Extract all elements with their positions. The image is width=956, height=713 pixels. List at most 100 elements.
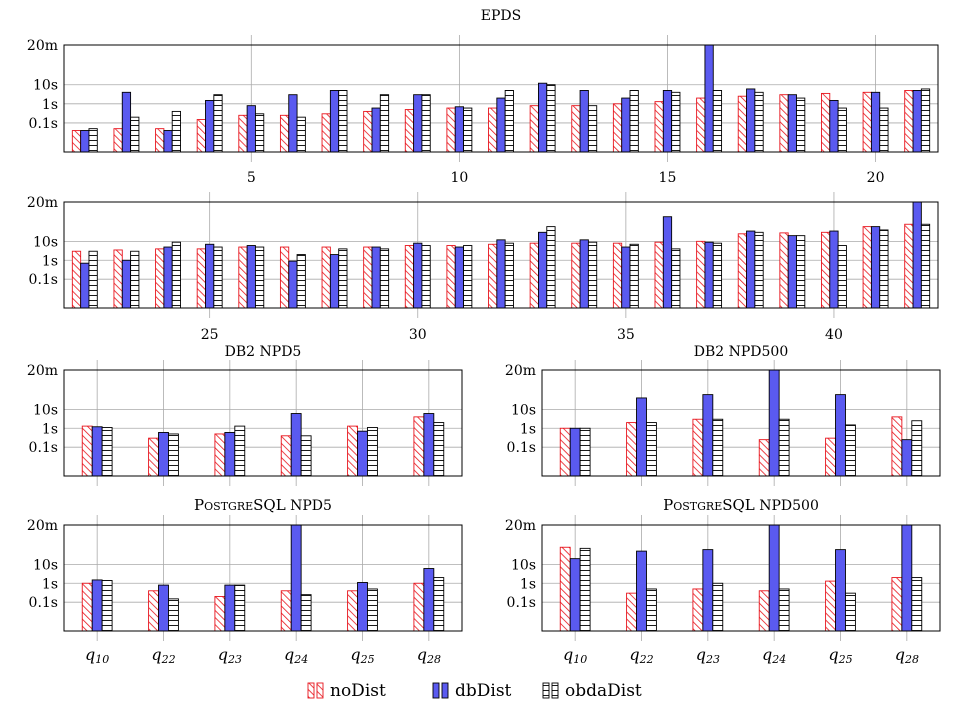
bar-noDist	[626, 422, 637, 477]
bar-dbDist	[870, 226, 881, 309]
bar-noDist	[737, 95, 748, 153]
bar-dbDist	[121, 91, 132, 153]
bar-noDist	[214, 433, 226, 477]
bar-noDist	[654, 241, 664, 309]
bar-obdaDist	[338, 248, 348, 309]
bar-dbDist	[636, 397, 647, 477]
bar-noDist	[758, 590, 770, 632]
bar-noDist	[696, 240, 706, 309]
x-tick-label: q24	[762, 645, 786, 666]
bar-dbDist	[158, 432, 169, 477]
bar-noDist	[155, 128, 165, 153]
y-tick-label: 0.1s	[29, 116, 58, 132]
bar-obdaDist	[463, 107, 473, 153]
bar-noDist	[692, 418, 704, 477]
chart-title: POSTGRESQL NPD5	[194, 496, 332, 514]
chart-panel-epds-a: EPDS 0.1s 1s 10s 20m 5 10 15 20	[27, 8, 939, 186]
bar-noDist	[321, 246, 331, 309]
bar-dbDist	[787, 94, 797, 153]
y-tick-label: 20m	[505, 363, 536, 379]
bar-noDist	[363, 110, 373, 153]
y-tick-label: 20m	[27, 363, 58, 379]
bar-noDist	[904, 223, 914, 309]
bar-dbDist	[205, 99, 215, 153]
bar-noDist	[529, 105, 539, 153]
x-tick-label: 25	[201, 327, 219, 343]
bar-obdaDist	[463, 245, 473, 309]
bar-obdaDist	[754, 231, 764, 309]
bar-dbDist	[121, 259, 132, 309]
legend-swatch-noDist	[316, 682, 324, 699]
bar-dbDist	[413, 94, 423, 153]
bar-noDist	[446, 107, 456, 153]
bar-noDist	[559, 546, 571, 632]
bar-dbDist	[329, 90, 340, 153]
x-tick-label: q10	[563, 645, 587, 666]
legend-label: dbDist	[455, 681, 512, 701]
x-tick-label: 35	[617, 327, 635, 343]
bar-obdaDist	[546, 84, 556, 153]
bar-obdaDist	[920, 88, 931, 153]
y-tick-label: 0.1s	[507, 440, 536, 456]
bar-dbDist	[91, 579, 103, 632]
bar-dbDist	[158, 584, 169, 632]
legend-swatch-dbDist	[441, 682, 449, 699]
bar-dbDist	[835, 394, 846, 477]
bar-obdaDist	[845, 424, 856, 477]
bar-obdaDist	[101, 580, 113, 632]
legend-label: noDist	[330, 681, 386, 701]
y-tick-label: 10s	[511, 557, 536, 573]
bar-obdaDist	[433, 577, 445, 632]
plot-frame	[63, 524, 463, 632]
bar-noDist	[404, 109, 415, 153]
y-tick-label: 0.1s	[29, 595, 58, 611]
bar-obdaDist	[168, 598, 179, 632]
bar-noDist	[696, 97, 706, 153]
bar-obdaDist	[171, 110, 181, 153]
bar-noDist	[779, 232, 789, 309]
y-tick-label: 20m	[27, 38, 58, 54]
bar-dbDist	[91, 426, 103, 477]
bar-noDist	[758, 439, 770, 477]
bar-noDist	[71, 250, 82, 309]
bar-obdaDist	[879, 107, 889, 153]
y-tick-label: 1s	[42, 97, 58, 113]
y-tick-label: 0.1s	[29, 272, 58, 288]
bar-dbDist	[288, 260, 298, 309]
y-tick-label: 10s	[33, 557, 58, 573]
bar-noDist	[279, 246, 290, 309]
bar-obdaDist	[88, 128, 98, 153]
bar-dbDist	[829, 99, 839, 153]
x-tick-label: q22	[629, 645, 653, 666]
chart-panel-pg-npd500: POSTGRESQL NPD500 0.1s 1s 10s 20m q10 q22 q23 q2…	[505, 496, 941, 666]
bar-dbDist	[80, 262, 90, 309]
bar-obdaDist	[300, 594, 312, 632]
bar-noDist	[825, 580, 836, 632]
bar-obdaDist	[546, 226, 556, 309]
x-tick-label: q23	[218, 645, 242, 666]
y-tick-label: 1s	[42, 576, 58, 592]
x-tick-label: q25	[828, 645, 852, 666]
bar-obdaDist	[130, 116, 140, 153]
bar-dbDist	[246, 105, 256, 153]
bar-noDist	[904, 90, 914, 153]
bar-dbDist	[662, 90, 673, 153]
bar-obdaDist	[171, 241, 181, 309]
bar-dbDist	[621, 97, 631, 153]
bar-noDist	[612, 103, 623, 153]
x-tick-label: 5	[247, 170, 256, 186]
bar-obdaDist	[712, 418, 724, 477]
bar-noDist	[692, 588, 704, 632]
bar-noDist	[821, 92, 831, 153]
bar-obdaDist	[213, 246, 223, 309]
plot-frame	[63, 201, 939, 309]
bar-dbDist	[768, 369, 780, 477]
bar-noDist	[347, 425, 358, 477]
bar-obdaDist	[296, 116, 306, 153]
bar-obdaDist	[845, 592, 856, 632]
bar-obdaDist	[920, 223, 931, 309]
bar-dbDist	[329, 254, 340, 309]
bar-dbDist	[413, 242, 423, 309]
bar-obdaDist	[338, 90, 348, 153]
bar-noDist	[279, 114, 290, 153]
